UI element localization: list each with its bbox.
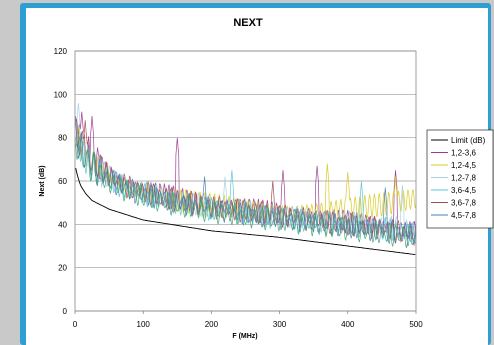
series-line-2 [75, 127, 417, 221]
x-tick-label: 100 [137, 320, 151, 329]
legend-label: Limit (dB) [451, 136, 486, 145]
grid-lines [75, 50, 416, 312]
series-line-4 [75, 131, 417, 245]
plot-border [74, 50, 417, 312]
series-line-6 [75, 122, 417, 247]
x-axis-ticks: 0 100 200 300 400 500 [73, 311, 423, 329]
y-tick-label: 0 [63, 307, 68, 316]
x-tick-label: 300 [273, 320, 287, 329]
series-line-5 [75, 118, 417, 247]
y-tick-label: 40 [58, 220, 67, 229]
x-tick-label: 400 [341, 320, 355, 329]
x-tick-label: 0 [73, 320, 78, 329]
legend: Limit (dB) 1,2-3,6 1,2-4,5 1,2-7,8 3,6-4,5 3,… [426, 129, 494, 229]
legend-label: 1,2-4,5 [451, 161, 476, 170]
series-line-1 [75, 111, 417, 240]
y-tick-label: 80 [58, 134, 67, 143]
series-line-7 [75, 136, 417, 249]
legend-box [426, 129, 494, 229]
y-axis-ticks: 0 20 40 60 80 100 120 [54, 47, 68, 316]
y-tick-label: 20 [58, 264, 67, 273]
legend-label: 3,6-4,5 [451, 186, 476, 195]
y-tick-label: 60 [58, 177, 67, 186]
y-axis-label: Next (dB) [39, 165, 46, 196]
series-lines [75, 102, 417, 256]
y-tick-label: 100 [54, 90, 68, 99]
chart-title: NEXT [233, 17, 263, 29]
legend-label: 1,2-3,6 [451, 149, 476, 158]
y-tick-label: 120 [54, 47, 68, 56]
legend-label: 1,2-7,8 [451, 174, 476, 183]
series-line-limit [75, 167, 416, 256]
legend-label: 3,6-7,8 [451, 199, 476, 208]
legend-label: 4,5-7,8 [451, 211, 476, 220]
x-tick-label: 500 [409, 320, 423, 329]
background-strip [0, 0, 20, 345]
x-axis-label: F (MHz) [232, 333, 257, 340]
x-tick-label: 200 [205, 320, 219, 329]
